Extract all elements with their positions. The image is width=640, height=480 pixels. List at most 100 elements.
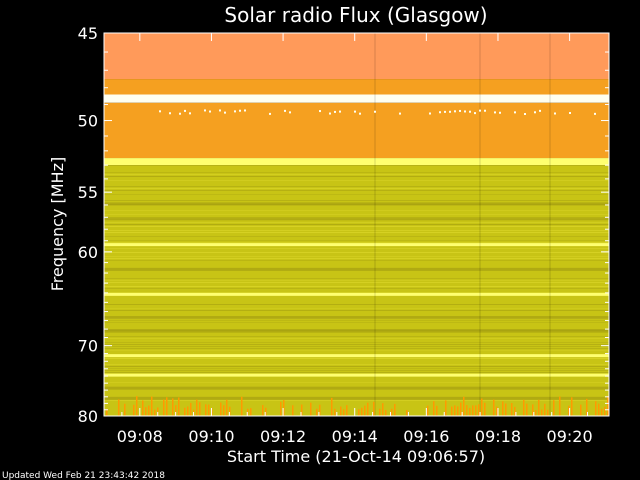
- burst-spike: [385, 409, 387, 416]
- texture-row: [104, 400, 609, 401]
- texture-row: [104, 308, 609, 309]
- burst-spike: [187, 406, 189, 416]
- band-0: [104, 33, 609, 80]
- burst-spike: [241, 396, 243, 416]
- texture-row: [104, 364, 609, 365]
- speck: [514, 111, 516, 114]
- burst-spike: [595, 401, 597, 416]
- x-axis-label: Start Time (21-Oct-14 09:06:57): [227, 447, 485, 466]
- texture-row: [104, 322, 609, 323]
- texture-row: [104, 336, 609, 337]
- speck: [594, 112, 596, 115]
- dark-line: [104, 202, 609, 206]
- speck: [499, 111, 501, 114]
- burst-spike: [601, 408, 603, 416]
- y-tick-label: 60: [78, 243, 98, 262]
- burst-spike: [598, 403, 600, 416]
- burst-spike: [145, 407, 147, 416]
- dark-line: [104, 267, 609, 271]
- band-4: [104, 158, 609, 166]
- texture-row: [104, 252, 609, 253]
- burst-spike: [547, 409, 549, 416]
- speck: [209, 110, 211, 113]
- texture-row: [104, 256, 609, 257]
- texture-row: [104, 288, 609, 289]
- texture-row: [104, 236, 609, 237]
- speck: [269, 112, 271, 115]
- burst-spike: [292, 405, 294, 416]
- burst-spike: [502, 401, 504, 416]
- y-tick-label: 55: [78, 183, 98, 202]
- texture-row: [104, 370, 609, 371]
- dark-line: [104, 329, 609, 333]
- burst-spike: [301, 404, 303, 416]
- texture-row: [104, 320, 609, 321]
- burst-spike: [604, 406, 606, 416]
- chart-title: Solar radio Flux (Glasgow): [224, 3, 487, 27]
- texture-row: [104, 332, 609, 333]
- burst-spike: [151, 396, 153, 416]
- dark-line: [104, 386, 609, 390]
- x-tick-label: 09:20: [547, 427, 593, 446]
- burst-spike: [382, 403, 384, 416]
- burst-spike: [526, 403, 528, 416]
- texture-row: [104, 190, 609, 191]
- texture-row: [104, 260, 609, 261]
- burst-spike: [607, 396, 609, 416]
- burst-spike: [451, 406, 453, 416]
- speck: [399, 112, 401, 115]
- texture-row: [104, 286, 609, 287]
- texture-row: [104, 180, 609, 181]
- speck: [289, 111, 291, 114]
- footer-updated: Updated Wed Feb 21 23:43:42 2018: [2, 471, 165, 480]
- bright-line: [104, 354, 609, 358]
- x-tick-label: 09:16: [403, 427, 449, 446]
- speck: [189, 112, 191, 115]
- texture-row: [104, 280, 609, 281]
- speck: [464, 110, 466, 113]
- burst-spike: [196, 399, 198, 416]
- burst-spike: [280, 401, 282, 416]
- texture-row: [104, 304, 609, 305]
- texture-row: [104, 382, 609, 383]
- burst-spike: [586, 398, 588, 416]
- texture-row: [104, 350, 609, 351]
- burst-spike: [484, 402, 486, 416]
- axes: 45 50 55 60 70 80 09:08 09:10 09:12 09:14 09:16 09:…: [78, 24, 610, 446]
- burst-spike: [433, 401, 435, 416]
- x-tick-label: 09:14: [332, 427, 378, 446]
- burst-spike: [436, 405, 438, 416]
- burst-spike: [316, 408, 318, 416]
- speck: [359, 112, 361, 115]
- speck: [339, 110, 341, 113]
- burst-spike: [391, 408, 393, 416]
- burst-spike: [478, 404, 480, 416]
- speck: [169, 112, 171, 115]
- burst-spike: [190, 402, 192, 416]
- texture-row: [104, 346, 609, 347]
- burst-spike: [148, 405, 150, 416]
- texture-row: [104, 210, 609, 211]
- burst-spike: [364, 405, 366, 416]
- dark-line: [104, 316, 609, 320]
- speck: [224, 111, 226, 114]
- burst-spike: [265, 407, 267, 416]
- burst-spike: [469, 407, 471, 416]
- speck: [439, 111, 441, 114]
- burst-spike: [184, 407, 186, 416]
- burst-spike: [226, 399, 228, 416]
- x-tick-label: 09:08: [117, 427, 163, 446]
- burst-spike: [457, 406, 459, 416]
- speck: [494, 111, 496, 114]
- speck: [334, 110, 336, 113]
- speck: [244, 109, 246, 112]
- burst-spike: [136, 396, 138, 416]
- texture-row: [104, 310, 609, 311]
- segment-seam: [479, 33, 481, 416]
- speck: [234, 110, 236, 113]
- texture-row: [104, 226, 609, 227]
- burst-spike: [124, 403, 126, 416]
- burst-spike: [220, 402, 222, 416]
- texture-row: [104, 372, 609, 373]
- dark-line: [104, 396, 609, 400]
